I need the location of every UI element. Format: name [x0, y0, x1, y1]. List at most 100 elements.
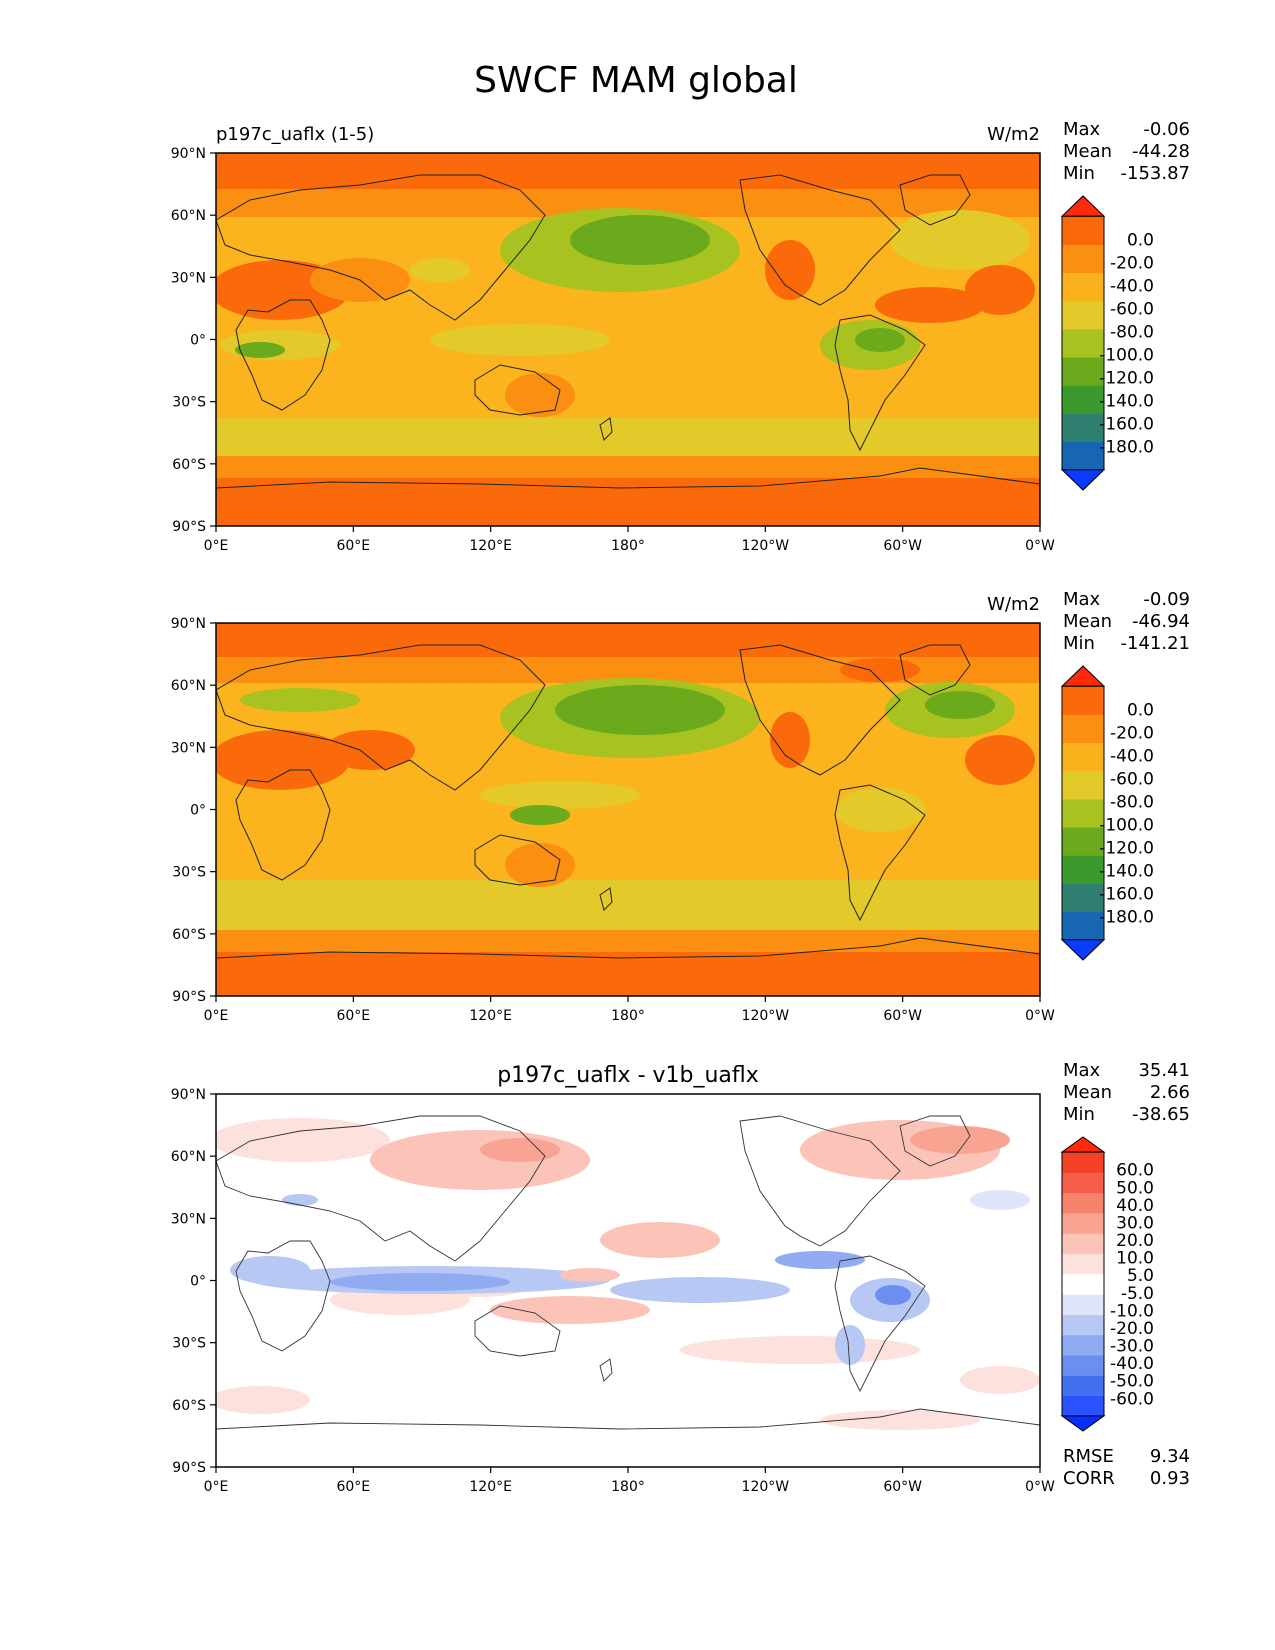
lat-tick-label: 0°	[190, 1274, 206, 1290]
colorbar-tick-label: -60.0	[1110, 1389, 1154, 1409]
colorbar-extend-bottom	[1060, 1415, 1106, 1432]
lon-tick-label: 180°	[611, 538, 645, 554]
lat-tick-label: 60°N	[171, 208, 206, 224]
lat-tick-label: 30°N	[171, 740, 206, 756]
colorbar-tick-label: -20.0	[1110, 1319, 1154, 1339]
lon-tick-label: 60°W	[883, 538, 922, 554]
lat-tick-label: 90°N	[171, 616, 206, 632]
lon-tick-label: 0°E	[204, 1479, 229, 1495]
lon-tick-label: 60°E	[336, 1479, 370, 1495]
stat-value: -0.06	[1143, 119, 1190, 140]
colorbar-band	[1062, 244, 1104, 274]
colorbar-extend-bottom	[1060, 939, 1106, 961]
lon-tick-label: 0°E	[204, 538, 229, 554]
colorbar-tick-label: -20.0	[1110, 253, 1154, 273]
colorbar-band	[1062, 441, 1104, 471]
colorbar-tick-label: 10.0	[1116, 1249, 1154, 1269]
panel-2: 90°N 60°N 30°N 0° 30°S 60°S 90°S 0°E 60°E 120°E 1…	[171, 589, 1190, 1024]
stat-label: Mean	[1063, 611, 1112, 632]
lon-tick-label: 120°W	[742, 1479, 790, 1495]
colorbar-tick-label: -20.0	[1110, 723, 1154, 743]
colorbar-tick-label: 50.0	[1116, 1178, 1154, 1198]
map-2-coastlines	[216, 644, 1040, 959]
stat-label: Min	[1063, 1104, 1095, 1125]
panel-1: 90°N 60°N 30°N 0° 30°S 60°S 90°S 0°E 60°E 120°E 1…	[171, 119, 1190, 554]
colorbar-tick-label: 20.0	[1116, 1231, 1154, 1251]
colorbar-band	[1062, 1152, 1104, 1173]
panel-2-stats: Max -0.09 Mean -46.94 Min -141.21	[1063, 589, 1190, 654]
colorbar-band	[1062, 1375, 1104, 1397]
colorbar-tick-label: 60.0	[1116, 1161, 1154, 1181]
lat-tick-label: 90°S	[172, 519, 206, 535]
lat-tick-label: 30°N	[171, 270, 206, 286]
colorbar-band	[1062, 798, 1104, 828]
colorbar-tick-label: 40.0	[1116, 1196, 1154, 1216]
panel-3: 90°N 60°N 30°N 0° 30°S 60°S 90°S 0°E 60°E 120°E 1…	[171, 1060, 1190, 1495]
stat-value: -44.28	[1132, 141, 1190, 162]
colorbar-tick-label: -100.0	[1099, 816, 1154, 836]
colorbar-tick-label: -5.0	[1121, 1284, 1154, 1304]
colorbar-outline	[1061, 1151, 1105, 1417]
colorbar-tick-label: -80.0	[1110, 792, 1154, 812]
stat-label: Max	[1063, 1060, 1101, 1081]
colorbar-tick-label: 0.0	[1127, 700, 1154, 720]
map-2-lat-axis: 90°N 60°N 30°N 0° 30°S 60°S 90°S	[171, 616, 216, 1005]
colorbar-tick-label: -60.0	[1110, 299, 1154, 319]
lon-tick-label: 60°W	[883, 1008, 922, 1024]
colorbar-band	[1062, 300, 1104, 330]
colorbar-outline	[1061, 215, 1105, 471]
lon-tick-label: 0°W	[1025, 1479, 1055, 1495]
lat-tick-label: 60°N	[171, 1149, 206, 1165]
map-2-field	[216, 623, 1040, 996]
stat-value: -153.87	[1121, 163, 1190, 184]
colorbar-tick-label: -40.0	[1110, 746, 1154, 766]
panel-1-units: W/m2	[987, 124, 1040, 145]
colorbar-tick-label: -120.0	[1099, 369, 1154, 389]
lon-tick-label: 120°E	[469, 1479, 512, 1495]
colorbar-band	[1062, 1314, 1104, 1336]
stat-value: -141.21	[1121, 633, 1190, 654]
colorbar-tick-label: -10.0	[1110, 1301, 1154, 1321]
figure-title: SWCF MAM global	[474, 60, 798, 101]
colorbar-band	[1062, 714, 1104, 744]
colorbar-band	[1062, 385, 1104, 414]
lon-tick-label: 180°	[611, 1479, 645, 1495]
lat-tick-label: 60°S	[172, 1398, 206, 1414]
colorbar-tick-label: -50.0	[1110, 1372, 1154, 1392]
lat-tick-label: 30°S	[172, 395, 206, 411]
colorbar-band	[1062, 1212, 1104, 1234]
colorbar-tick-label: -40.0	[1110, 276, 1154, 296]
colorbar-outline	[1061, 685, 1105, 941]
lon-tick-label: 120°W	[742, 538, 790, 554]
lon-tick-label: 120°W	[742, 1008, 790, 1024]
lat-tick-label: 30°N	[171, 1211, 206, 1227]
map-3-coastlines	[216, 1115, 1040, 1430]
lat-tick-label: 60°S	[172, 927, 206, 943]
stat-label: Max	[1063, 589, 1101, 610]
colorbar-band	[1062, 855, 1104, 884]
colorbar-tick-label: 5.0	[1127, 1266, 1154, 1286]
stat-label: Min	[1063, 633, 1095, 654]
colorbar-band	[1062, 742, 1104, 772]
colorbar-tick-label: -30.0	[1110, 1337, 1154, 1357]
colorbar-tick-label: -80.0	[1110, 322, 1154, 342]
colorbar-band	[1062, 686, 1104, 715]
colorbar-band	[1062, 272, 1104, 302]
colorbar-tick-label: -160.0	[1099, 415, 1154, 435]
lat-tick-label: 90°N	[171, 146, 206, 162]
map-3-lon-axis: 0°E 60°E 120°E 180° 120°W 60°W 0°W	[204, 1467, 1055, 1495]
lon-tick-label: 0°W	[1025, 538, 1055, 554]
colorbar-tick-label: 0.0	[1127, 230, 1154, 250]
map-3-lat-axis: 90°N 60°N 30°N 0° 30°S 60°S 90°S	[171, 1087, 216, 1476]
stat-value: 35.41	[1138, 1060, 1190, 1081]
colorbar-tick-label: -60.0	[1110, 769, 1154, 789]
panel-1-stats: Max -0.06 Mean -44.28 Min -153.87	[1063, 119, 1190, 184]
panel-3-rmse-corr: RMSE 9.34 CORR 0.93	[1063, 1446, 1190, 1489]
lon-tick-label: 120°E	[469, 538, 512, 554]
colorbar-band	[1062, 883, 1104, 913]
panel-1-left-title: p197c_uaflx (1-5)	[216, 124, 374, 145]
panel-3-colorbar: 60.050.040.030.020.010.05.0-5.0-10.0-20.…	[1060, 1136, 1154, 1432]
lon-tick-label: 60°W	[883, 1479, 922, 1495]
colorbar-band	[1062, 328, 1104, 358]
colorbar-band	[1062, 1355, 1104, 1376]
